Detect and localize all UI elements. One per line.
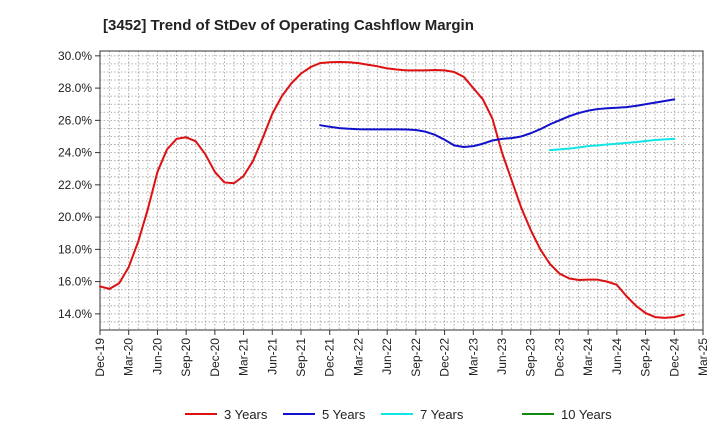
chart-title: [3452] Trend of StDev of Operating Cashf… xyxy=(103,17,474,34)
x-tick-label: Jun-22 xyxy=(380,338,394,375)
legend: 3 Years 5 Years 7 Years 10 Years xyxy=(185,407,612,422)
legend-label-7-years: 7 Years xyxy=(420,407,464,422)
x-tick-label: Jun-20 xyxy=(150,338,164,375)
x-tick-label: Mar-21 xyxy=(237,338,251,376)
y-axis: 14.0% 16.0% 18.0% 20.0% 22.0% 24.0% 26.0% 28.0%… xyxy=(58,49,100,321)
y-tick-label: 24.0% xyxy=(58,146,92,160)
grid xyxy=(100,51,703,330)
x-tick-label: Sep-23 xyxy=(524,338,538,377)
x-tick-label: Sep-21 xyxy=(294,338,308,377)
x-tick-label: Sep-22 xyxy=(409,338,423,377)
y-tick-label: 14.0% xyxy=(58,307,92,321)
x-tick-label: Dec-19 xyxy=(93,338,107,377)
x-tick-label: Mar-25 xyxy=(696,338,710,376)
series-line-5-years xyxy=(319,98,676,148)
x-tick-label: Dec-22 xyxy=(438,338,452,377)
y-tick-label: 20.0% xyxy=(58,210,92,224)
y-tick-label: 30.0% xyxy=(58,49,92,63)
x-tick-label: Dec-20 xyxy=(208,338,222,377)
x-tick-label: Dec-24 xyxy=(667,338,681,377)
x-axis: Dec-19 Mar-20 Jun-20 Sep-20 Dec-20 Mar-21 Jun-… xyxy=(93,330,710,377)
x-tick-label: Mar-20 xyxy=(122,338,136,376)
y-tick-label: 28.0% xyxy=(58,81,92,95)
y-tick-label: 26.0% xyxy=(58,113,92,127)
legend-label-3-years: 3 Years xyxy=(224,407,268,422)
x-tick-label: Mar-23 xyxy=(466,338,480,376)
legend-label-5-years: 5 Years xyxy=(322,407,366,422)
x-tick-label: Jun-21 xyxy=(265,338,279,375)
series-line-7-years xyxy=(548,137,676,152)
x-tick-label: Dec-23 xyxy=(552,338,566,377)
x-tick-label: Sep-20 xyxy=(179,338,193,377)
series-line-3-years xyxy=(99,60,685,319)
y-tick-label: 18.0% xyxy=(58,242,92,256)
x-tick-label: Jun-24 xyxy=(610,338,624,375)
series-group xyxy=(99,60,685,319)
y-tick-label: 22.0% xyxy=(58,178,92,192)
legend-label-10-years: 10 Years xyxy=(561,407,612,422)
x-tick-label: Mar-22 xyxy=(351,338,365,376)
x-tick-label: Sep-24 xyxy=(639,338,653,377)
x-tick-label: Dec-21 xyxy=(323,338,337,377)
plot-frame xyxy=(99,50,704,331)
x-tick-label: Jun-23 xyxy=(495,338,509,375)
x-tick-label: Mar-24 xyxy=(581,338,595,376)
y-tick-label: 16.0% xyxy=(58,275,92,289)
